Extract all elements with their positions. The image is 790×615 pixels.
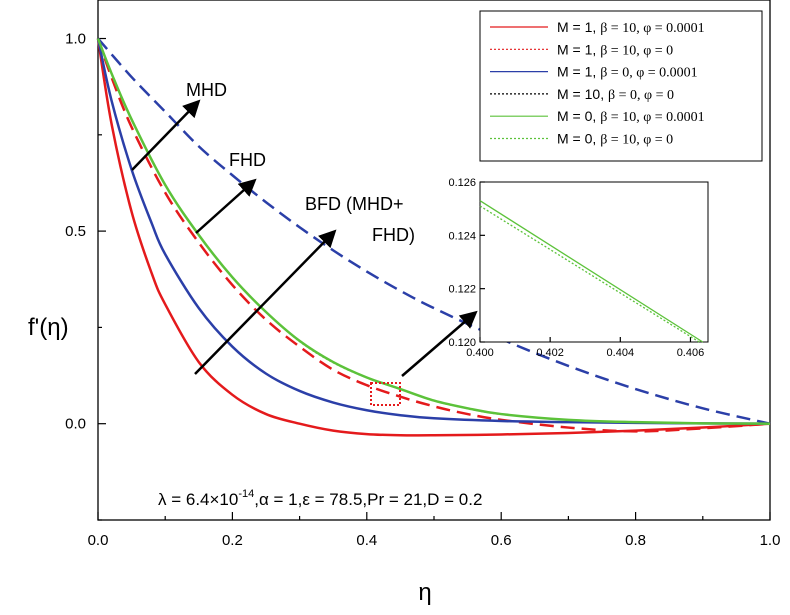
legend-label: M = 0, β = 10, φ = 0.0001 xyxy=(557,108,705,125)
parameters-text: λ = 6.4×10-14,α = 1,ε = 78.5,Pr = 21,D =… xyxy=(158,488,482,509)
legend: M = 1, β = 10, φ = 0.0001 M = 1, β = 10, … xyxy=(479,10,763,162)
annotation-fhd: FHD xyxy=(229,150,266,170)
inset-x-tick-label: 0.404 xyxy=(607,347,635,359)
inset-series-line-1 xyxy=(479,205,700,343)
zoom-region-box xyxy=(370,382,401,406)
x-tick-label: 0.0 xyxy=(88,532,109,549)
x-axis-title: η xyxy=(418,579,431,606)
legend-label: M = 10, β = 0, φ = 0 xyxy=(557,86,674,103)
y-tick-label: 1.0 xyxy=(65,31,86,48)
inset-y-tick-label: 0.126 xyxy=(448,177,476,189)
legend-label: M = 1, β = 10, φ = 0.0001 xyxy=(557,19,705,36)
legend-label: M = 1, β = 10, φ = 0 xyxy=(557,41,673,58)
inset-x-tick-label: 0.402 xyxy=(536,347,564,359)
series-line-1 xyxy=(96,38,771,433)
x-tick-label: 0.6 xyxy=(491,532,512,549)
inset-frame xyxy=(479,181,709,343)
inset-y-tick-label: 0.122 xyxy=(448,284,476,296)
legend-box xyxy=(479,10,763,162)
series-line-5 xyxy=(97,38,771,425)
legend-label: M = 0, β = 10, φ = 0 xyxy=(557,131,673,148)
series-line-2 xyxy=(96,38,771,425)
annotation-mhd: MHD xyxy=(186,80,227,100)
inset-x-tick-label: 0.400 xyxy=(466,347,494,359)
zoom-arrow xyxy=(401,310,478,377)
annotation-bfd-line2: FHD) xyxy=(372,225,415,245)
y-tick-label: 0.0 xyxy=(65,416,86,433)
mhd-arrow xyxy=(131,99,201,171)
inset-x-tick-label: 0.406 xyxy=(677,347,705,359)
annotations: MHD FHD BFD (MHD+ FHD) xyxy=(131,80,478,406)
series-line-0 xyxy=(96,38,771,437)
x-tick-label: 0.4 xyxy=(356,532,377,549)
inset-plot: 0.400 0.402 0.404 0.406 0.120 0.122 0.124 0.126 xyxy=(448,177,709,359)
legend-label: M = 1, β = 0, φ = 0.0001 xyxy=(557,64,698,81)
y-axis-title: f'(η) xyxy=(28,314,69,341)
main-series-group xyxy=(96,37,771,437)
y-tick-label: 0.5 xyxy=(65,223,86,240)
x-tick-label: 0.8 xyxy=(625,532,646,549)
inset-series-line-0 xyxy=(479,200,704,343)
x-tick-label: 0.2 xyxy=(222,532,243,549)
inset-y-tick-label: 0.120 xyxy=(448,337,476,349)
bfd-arrow xyxy=(194,229,337,375)
series-line-3 xyxy=(97,37,771,425)
main-axis-ticks: 0.0 0.2 0.4 0.6 0.8 1.0 0.0 0.5 1.0 xyxy=(65,31,780,549)
x-tick-label: 1.0 xyxy=(760,532,781,549)
fhd-arrow xyxy=(195,178,257,234)
annotation-bfd-line1: BFD (MHD+ xyxy=(305,194,404,214)
inset-y-tick-label: 0.124 xyxy=(448,230,476,242)
